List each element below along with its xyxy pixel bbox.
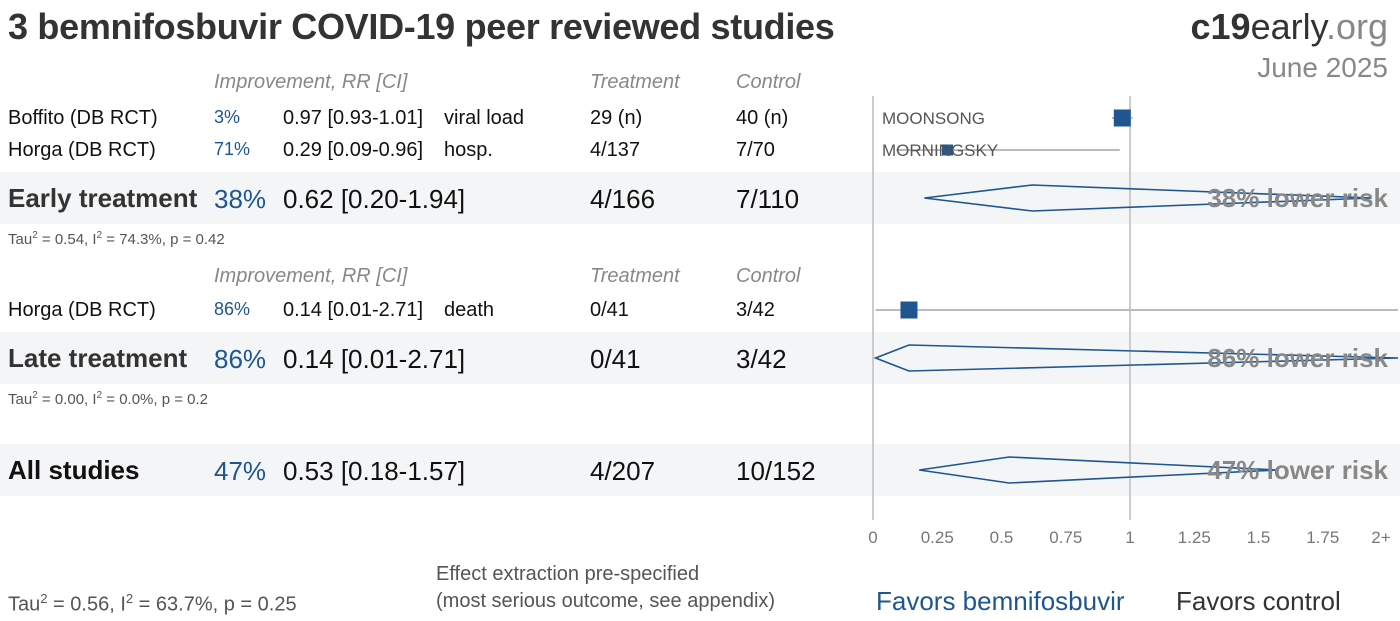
late-summary-rr: 0.14 [0.01-2.71] — [283, 344, 466, 374]
study-improvement: 71% — [214, 139, 251, 159]
study-outcome: hosp. — [444, 139, 493, 161]
early-summary-improvement: 38% — [214, 184, 267, 214]
early-risk-label: 38% lower risk — [1207, 183, 1388, 213]
x-tick-label: 1 — [1125, 528, 1134, 547]
x-tick-label: 0.25 — [921, 528, 954, 547]
summary-diamond — [924, 184, 1372, 212]
effect-square — [942, 144, 954, 156]
x-tick-label: 0.5 — [990, 528, 1014, 547]
study-label-moonsong: MOONSONG — [882, 109, 985, 128]
study-improvement: 86% — [214, 299, 251, 319]
study-treatment: 29 (n) — [590, 107, 643, 129]
favors-treatment-label: Favors bemnifosbuvir — [876, 586, 1125, 616]
study-control: 40 (n) — [736, 107, 789, 129]
early-summary-treatment: 4/166 — [590, 184, 656, 214]
brand-org: .org — [1325, 6, 1388, 47]
page-title: 3 bemnifosbuvir COVID-19 peer reviewed s… — [8, 6, 835, 47]
all-summary-name: All studies — [8, 455, 140, 485]
early-heterogeneity-stats: Tau2 = 0.54, I2 = 74.3%, p = 0.42 — [8, 230, 225, 248]
study-name[interactable]: Horga (DB RCT) — [8, 299, 156, 321]
summary-diamond — [919, 456, 1277, 484]
effect-square — [900, 301, 918, 319]
x-tick-label: 0 — [868, 528, 877, 547]
x-tick-label: 1.5 — [1247, 528, 1271, 547]
header-improvement: Improvement, RR [CI] — [214, 265, 408, 287]
study-treatment: 4/137 — [590, 139, 641, 161]
study-name[interactable]: Horga (DB RCT) — [8, 139, 156, 161]
favors-control-label: Favors control — [1176, 586, 1341, 616]
overall-heterogeneity-stats: Tau2 = 0.56, I2 = 63.7%, p = 0.25 — [8, 591, 297, 616]
study-label-morningsky: MORNINGSKY — [882, 141, 998, 160]
late-summary-improvement: 86% — [214, 344, 267, 374]
brand-c19: c19 — [1190, 6, 1251, 47]
study-rr: 0.14 [0.01-2.71] — [283, 299, 424, 321]
study-treatment: 0/41 — [590, 299, 629, 321]
header-improvement: Improvement, RR [CI] — [214, 71, 408, 93]
early-summary-rr: 0.62 [0.20-1.94] — [283, 184, 466, 214]
all-summary-treatment: 4/207 — [590, 456, 656, 486]
late-summary-band — [0, 332, 1400, 384]
header-treatment: Treatment — [590, 265, 680, 287]
summary-diamond — [873, 344, 1399, 372]
study-rr: 0.29 [0.09-0.96] — [283, 139, 424, 161]
study-outcome: viral load — [444, 107, 525, 129]
early-summary-name: Early treatment — [8, 183, 198, 213]
all-summary-band — [0, 444, 1400, 496]
x-tick-label: 0.75 — [1049, 528, 1082, 547]
x-tick-label: 1.25 — [1178, 528, 1211, 547]
study-outcome: death — [444, 299, 495, 321]
header-control: Control — [736, 265, 801, 287]
brand-logo[interactable]: c19early.org — [1191, 6, 1388, 48]
study-rr: 0.97 [0.93-1.01] — [283, 107, 424, 129]
all-summary-control: 10/152 — [736, 456, 816, 486]
report-date: June 2025 — [1257, 52, 1388, 83]
study-improvement: 3% — [214, 107, 241, 127]
late-summary-treatment: 0/41 — [590, 344, 641, 374]
x-tick-label: 2+ — [1371, 528, 1390, 547]
late-summary-control: 3/42 — [736, 344, 787, 374]
study-name[interactable]: Boffito (DB RCT) — [8, 107, 158, 129]
all-risk-label: 47% lower risk — [1207, 455, 1388, 485]
x-tick-label: 1.75 — [1306, 528, 1339, 547]
brand-early: early — [1250, 6, 1326, 47]
early-summary-control: 7/110 — [736, 184, 800, 214]
header-treatment: Treatment — [590, 71, 680, 93]
all-summary-rr: 0.53 [0.18-1.57] — [283, 456, 466, 486]
study-control: 7/70 — [736, 139, 775, 161]
study-control: 3/42 — [736, 299, 775, 321]
early-summary-band — [0, 172, 1400, 224]
late-risk-label: 86% lower risk — [1207, 343, 1388, 373]
header-control: Control — [736, 71, 801, 93]
footnote-line1: Effect extraction pre-specified — [436, 563, 700, 585]
late-heterogeneity-stats: Tau2 = 0.00, I2 = 0.0%, p = 0.2 — [8, 390, 209, 408]
effect-square — [1113, 109, 1131, 127]
late-summary-name: Late treatment — [8, 343, 188, 373]
footnote-line2: (most serious outcome, see appendix) — [436, 590, 776, 612]
all-summary-improvement: 47% — [214, 456, 267, 486]
